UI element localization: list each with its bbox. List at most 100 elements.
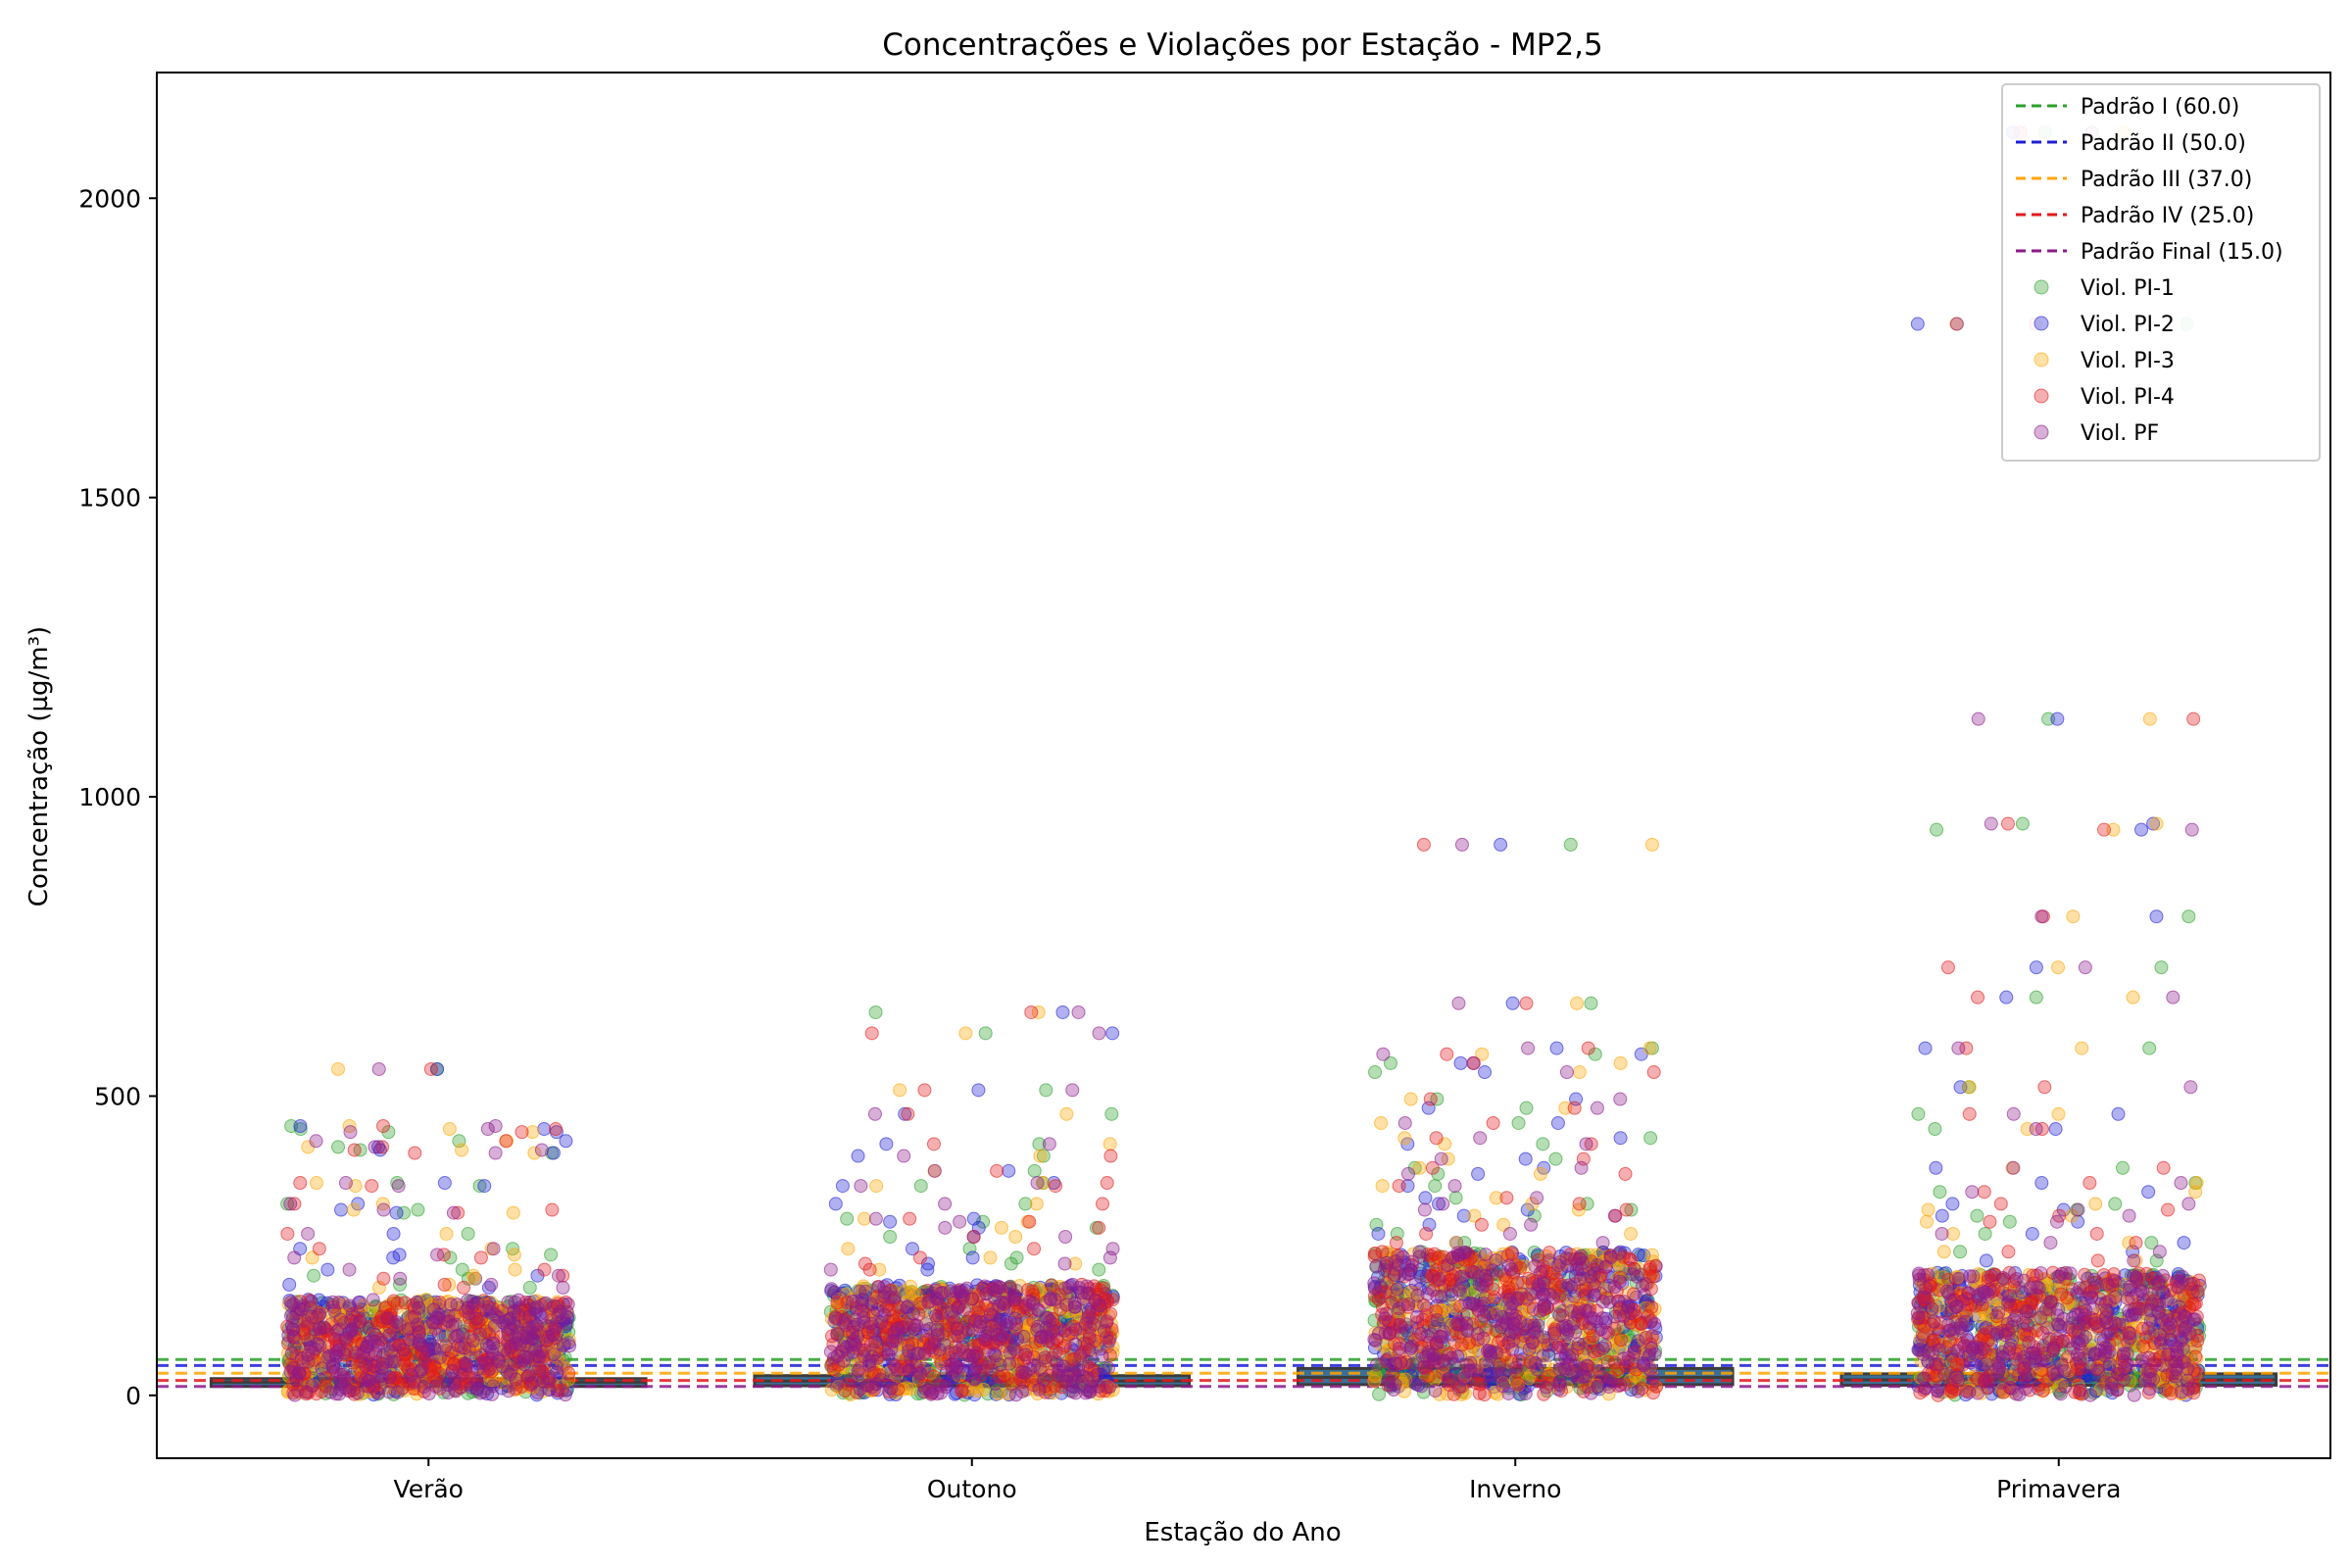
- point: [2088, 1197, 2103, 1211]
- point: [990, 1163, 1004, 1178]
- point: [528, 1343, 543, 1357]
- point: [1048, 1293, 1062, 1307]
- point: [538, 1296, 553, 1310]
- point: [1962, 1106, 1977, 1121]
- point: [1374, 1115, 1389, 1130]
- point: [929, 1308, 944, 1323]
- point: [412, 1300, 426, 1315]
- point: [524, 1375, 539, 1390]
- point: [386, 1250, 401, 1265]
- point: [917, 1083, 932, 1098]
- point: [432, 1350, 447, 1365]
- point: [1371, 1226, 1386, 1241]
- point: [862, 1262, 877, 1277]
- point: [1572, 1065, 1587, 1080]
- point: [958, 1026, 973, 1041]
- point: [282, 1277, 297, 1292]
- point: [365, 1179, 379, 1194]
- point: [1581, 1041, 1595, 1055]
- point: [2134, 822, 2149, 837]
- point: [380, 1311, 395, 1326]
- point: [2090, 1253, 2105, 1268]
- point: [1104, 1106, 1119, 1121]
- point: [1059, 1106, 1074, 1121]
- point: [869, 1179, 884, 1194]
- point: [1993, 1197, 2008, 1211]
- point: [2142, 711, 2157, 726]
- point: [1977, 1185, 1991, 1200]
- point: [309, 1176, 323, 1191]
- point: [1930, 822, 1944, 837]
- point: [983, 1250, 998, 1265]
- point: [320, 1262, 335, 1277]
- point: [1642, 1041, 1657, 1055]
- point: [431, 1327, 446, 1342]
- point: [501, 1384, 515, 1398]
- point: [447, 1376, 462, 1391]
- point: [461, 1226, 475, 1241]
- point: [362, 1374, 376, 1389]
- point: [2154, 960, 2169, 975]
- point: [1429, 1131, 1444, 1146]
- point: [1034, 1330, 1049, 1345]
- point: [516, 1349, 531, 1364]
- point: [2141, 1185, 2156, 1200]
- point: [2089, 1226, 2104, 1241]
- point: [928, 1283, 943, 1298]
- point: [1518, 1152, 1533, 1166]
- point: [1504, 1247, 1519, 1261]
- point: [2051, 960, 2066, 975]
- point: [1935, 1208, 1949, 1223]
- point: [1412, 1160, 1427, 1175]
- point: [1962, 1080, 1977, 1095]
- point: [830, 1327, 845, 1342]
- point: [841, 1242, 856, 1256]
- point: [2188, 1185, 2203, 1200]
- point: [562, 1366, 576, 1381]
- point: [508, 1262, 522, 1277]
- point: [1096, 1197, 1110, 1211]
- point: [1494, 837, 1508, 852]
- point: [308, 1342, 322, 1356]
- point: [912, 1250, 927, 1265]
- point: [2181, 909, 2196, 924]
- point: [1917, 1329, 1932, 1344]
- point: [864, 1026, 879, 1041]
- point: [294, 1351, 309, 1366]
- point: [1505, 996, 1520, 1010]
- point: [1486, 1115, 1500, 1130]
- point: [1403, 1092, 1418, 1106]
- point: [2075, 1041, 2089, 1055]
- point: [1511, 1115, 1526, 1130]
- chart-title: Concentrações e Violações por Estação - …: [882, 27, 1603, 63]
- point: [392, 1317, 407, 1332]
- point: [828, 1197, 843, 1211]
- point: [1448, 1191, 1463, 1205]
- point: [2034, 1176, 2049, 1191]
- point: [1103, 1149, 1118, 1163]
- point: [2050, 711, 2065, 726]
- point: [1918, 1041, 1933, 1055]
- point: [486, 1336, 501, 1350]
- point: [499, 1134, 514, 1149]
- point: [425, 1315, 440, 1330]
- point: [840, 1211, 855, 1226]
- point: [1049, 1179, 1063, 1194]
- point: [351, 1296, 366, 1310]
- point: [445, 1363, 460, 1378]
- point: [973, 1315, 988, 1330]
- point: [334, 1202, 349, 1217]
- point: [2015, 816, 2030, 831]
- point: [1397, 1131, 1412, 1146]
- point: [2177, 1236, 2191, 1250]
- point: [459, 1358, 473, 1373]
- point: [912, 1366, 927, 1381]
- point: [1027, 1242, 1042, 1256]
- point: [477, 1179, 492, 1194]
- point: [347, 1143, 362, 1157]
- point: [473, 1250, 488, 1265]
- point: [1624, 1226, 1639, 1241]
- point: [2025, 1226, 2039, 1241]
- point: [1033, 1149, 1048, 1163]
- point: [830, 1376, 845, 1391]
